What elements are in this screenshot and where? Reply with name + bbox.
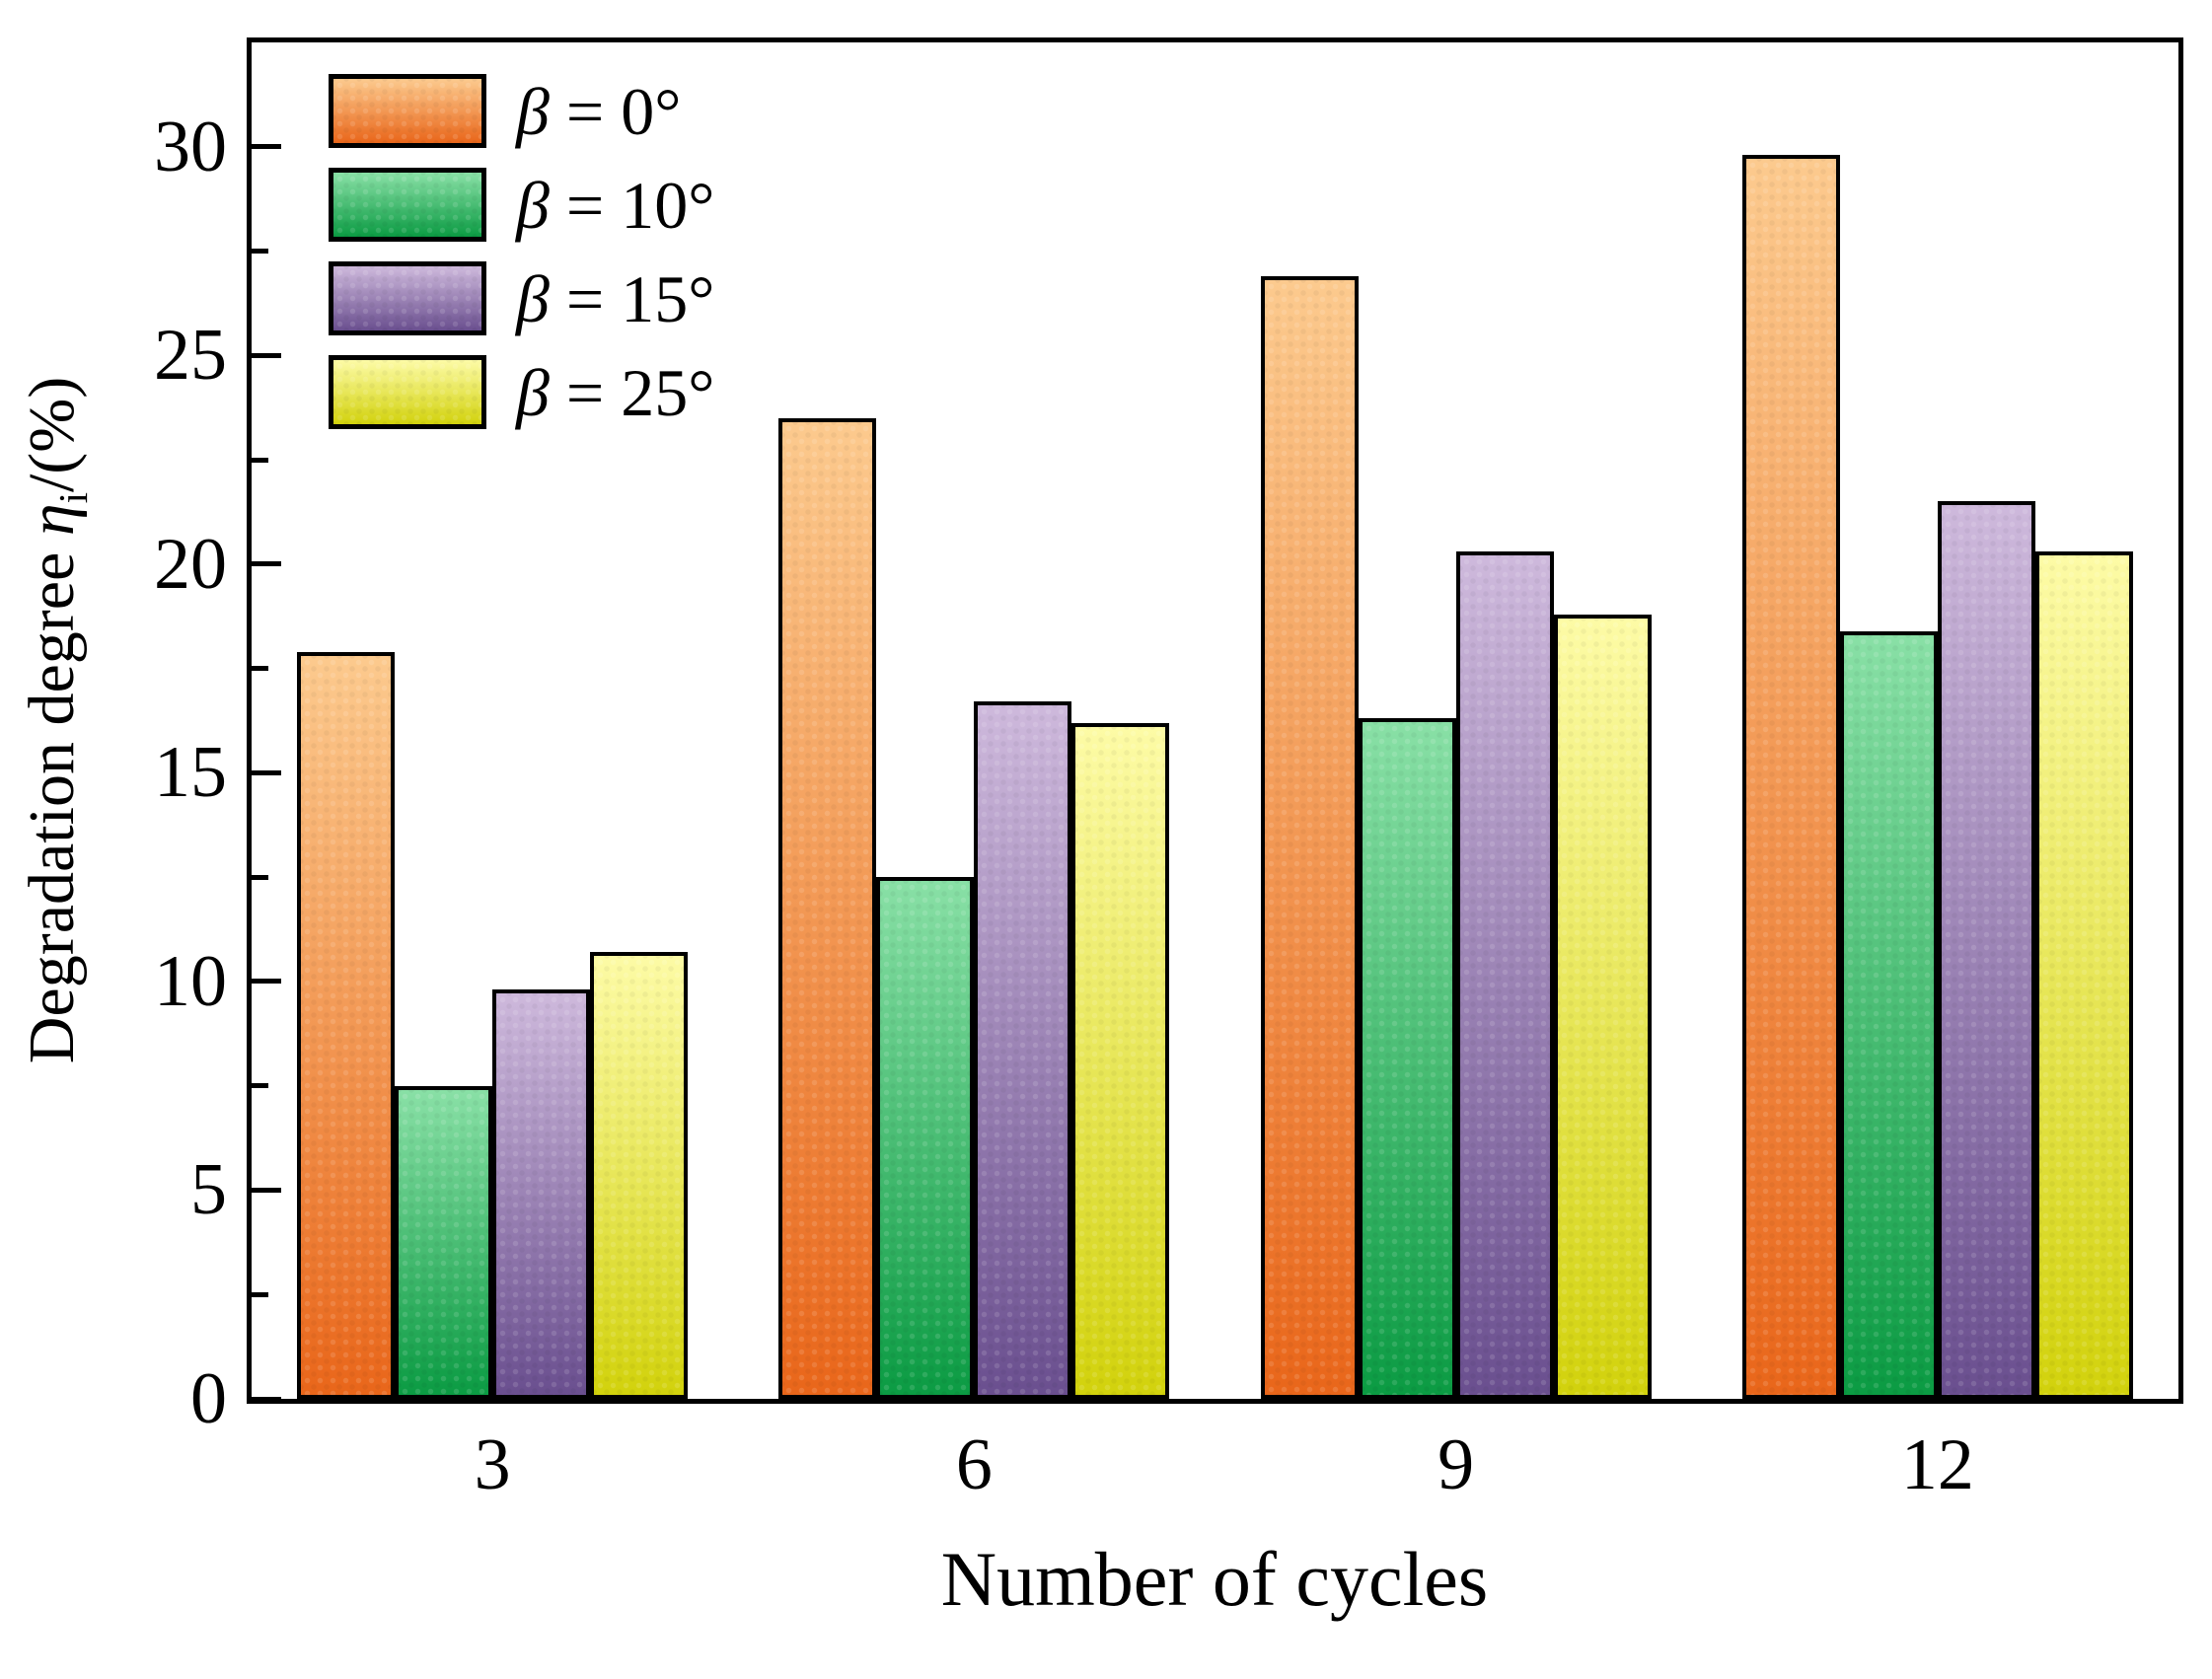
bar-β=15°-cycles-12	[1937, 501, 2035, 1399]
y-axis-major-tick	[252, 1396, 281, 1402]
legend-label-β=0°: β = 0°	[516, 74, 682, 149]
x-axis-title: Number of cycles	[940, 1536, 1489, 1622]
y-axis-title-text: Degradation degree	[15, 536, 88, 1064]
legend-label-β=25°: β = 25°	[516, 355, 715, 430]
bar-β=10°-cycles-12	[1839, 630, 1938, 1399]
y-axis-minor-tick	[252, 1083, 268, 1089]
legend-label-β=15°: β = 15°	[516, 261, 715, 336]
bar-β=15°-cycles-9	[1455, 551, 1554, 1399]
bar-β=0°-cycles-12	[1741, 155, 1840, 1399]
bar-β=25°-cycles-9	[1553, 614, 1652, 1399]
bar-β=10°-cycles-6	[876, 877, 975, 1399]
y-tick-label-10: 10	[154, 940, 227, 1022]
bar-β=15°-cycles-3	[492, 989, 591, 1399]
bar-β=0°-cycles-3	[297, 651, 396, 1399]
y-axis-minor-tick	[252, 249, 268, 255]
legend-swatch-β=15°	[329, 261, 486, 335]
y-tick-label-25: 25	[154, 315, 227, 397]
y-tick-label-20: 20	[154, 523, 227, 605]
bar-β=15°-cycles-6	[974, 701, 1072, 1399]
y-axis-minor-tick	[252, 457, 268, 463]
x-tick-label-6: 6	[955, 1424, 993, 1505]
legend-label-β=10°: β = 10°	[516, 168, 715, 243]
y-axis-title: Degradation degree ηi/(%)	[16, 377, 97, 1063]
bar-β=0°-cycles-6	[778, 417, 877, 1399]
x-tick-label-3: 3	[474, 1424, 511, 1505]
y-tick-label-0: 0	[190, 1358, 227, 1439]
bar-β=10°-cycles-3	[395, 1085, 493, 1399]
eta-symbol: η	[15, 503, 88, 537]
y-axis-major-tick	[252, 561, 281, 567]
legend-swatch-β=10°	[329, 168, 486, 242]
eta-subscript: i	[51, 492, 97, 504]
legend-swatch-β=25°	[329, 355, 486, 429]
y-axis-minor-tick	[252, 874, 268, 880]
y-tick-label-5: 5	[190, 1149, 227, 1231]
y-axis-title-units: /(%)	[15, 376, 88, 493]
y-axis-minor-tick	[252, 666, 268, 672]
bar-β=25°-cycles-12	[2034, 551, 2133, 1399]
y-axis-major-tick	[252, 144, 281, 150]
y-axis-major-tick	[252, 1187, 281, 1193]
plot-area: β = 0° β = 10° β = 15° β = 25°	[247, 37, 2183, 1404]
plot-inner	[252, 42, 2178, 1402]
x-tick-label-9: 9	[1438, 1424, 1475, 1505]
y-axis-minor-tick	[252, 1291, 268, 1297]
y-axis-major-tick	[252, 979, 281, 985]
y-axis-major-tick	[252, 769, 281, 775]
bar-β=10°-cycles-9	[1358, 718, 1456, 1399]
bar-β=0°-cycles-9	[1260, 275, 1359, 1399]
y-axis-major-tick	[252, 352, 281, 358]
bar-β=25°-cycles-3	[590, 952, 689, 1399]
x-tick-label-12: 12	[1900, 1424, 1974, 1505]
legend-swatch-β=0°	[329, 74, 486, 148]
bar-β=25°-cycles-6	[1071, 722, 1170, 1399]
y-tick-label-30: 30	[154, 106, 227, 187]
y-tick-label-15: 15	[154, 732, 227, 814]
